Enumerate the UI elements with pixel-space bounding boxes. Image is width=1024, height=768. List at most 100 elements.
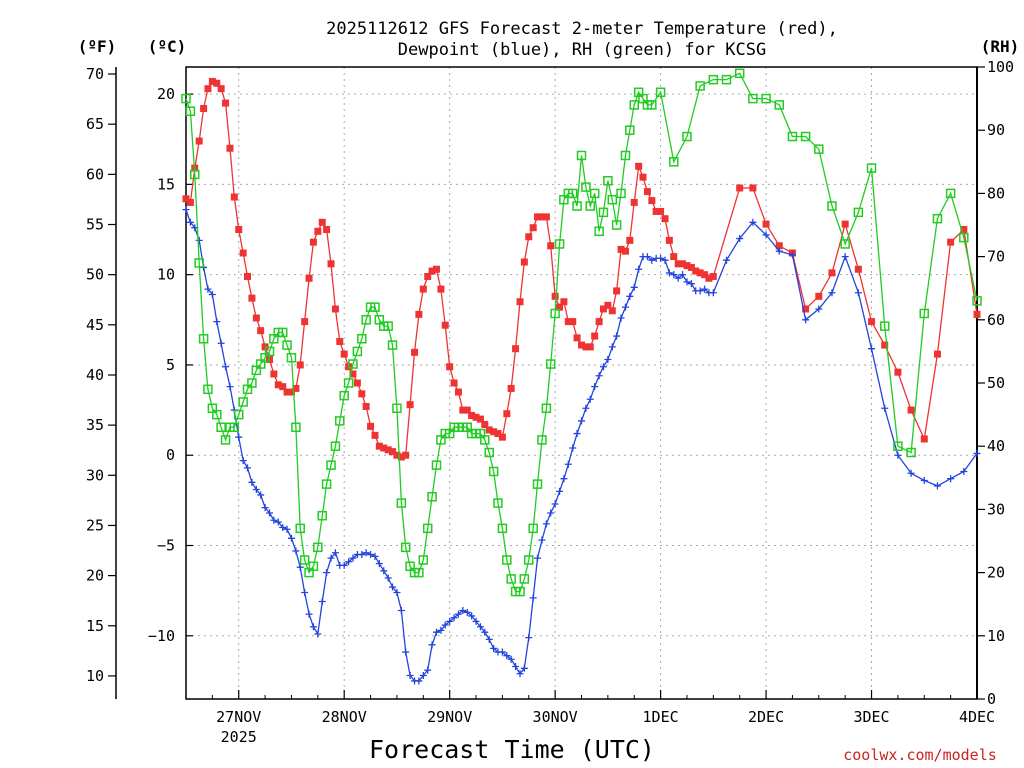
dewpoint-point	[933, 482, 941, 490]
temperature-point	[424, 272, 432, 280]
dewpoint-point	[920, 477, 928, 485]
dewpoint-point	[670, 271, 678, 279]
dewpoint-point	[314, 630, 322, 638]
dewpoint-point	[868, 345, 876, 353]
rh-point	[229, 422, 240, 432]
temperature-point	[375, 442, 383, 450]
rh-point	[414, 567, 424, 578]
dewpoint-point	[498, 648, 506, 656]
rh-point	[840, 239, 850, 249]
fahrenheit-tick-label: 15	[86, 617, 104, 635]
time-tick-label: 30NOV	[533, 708, 578, 726]
rh-point	[185, 106, 196, 116]
temperature-point	[314, 227, 322, 235]
series-layer	[181, 68, 982, 685]
temperature-point	[292, 384, 300, 392]
temperature-point	[973, 310, 981, 318]
dewpoint-point	[520, 664, 528, 672]
temperature-point	[556, 303, 564, 311]
rh-point	[800, 131, 811, 142]
temperature-point	[257, 327, 265, 335]
rh-point	[721, 74, 732, 85]
temperature-point	[230, 193, 238, 201]
dewpoint-point	[828, 289, 836, 297]
temperature-point	[490, 428, 498, 436]
temperature-point	[542, 213, 550, 221]
dewpoint-point	[243, 464, 251, 472]
temperature-point	[384, 446, 392, 454]
rh-point	[295, 523, 305, 534]
temperature-point	[274, 381, 282, 389]
temperature-point	[920, 435, 928, 443]
rh-tick-label: 80	[987, 184, 1005, 202]
rh-point	[669, 157, 679, 167]
temperature-point	[591, 332, 599, 340]
dewpoint-point	[635, 265, 643, 273]
temperature-point	[481, 421, 489, 429]
dewpoint-point	[406, 672, 414, 680]
fahrenheit-tick-label: 60	[86, 165, 104, 183]
rh-point	[343, 378, 354, 388]
rh-point	[607, 194, 618, 205]
temperature-point	[362, 402, 370, 410]
temperature-point	[468, 412, 476, 420]
rh-point	[317, 510, 328, 521]
temperature-point	[841, 220, 849, 228]
rh-point	[594, 226, 604, 237]
dewpoint-point	[397, 607, 405, 615]
dewpoint-point	[463, 608, 471, 616]
dewpoint-point	[617, 314, 625, 322]
temperature-point	[226, 144, 234, 152]
rh-point	[598, 207, 609, 218]
temperature-point	[705, 274, 713, 282]
rh-point	[264, 346, 275, 357]
dewpoint-point	[248, 478, 256, 486]
rh-point	[620, 150, 631, 161]
dewpoint-point	[613, 332, 621, 340]
temperature-point	[881, 341, 889, 349]
temperature-point	[371, 431, 379, 439]
time-tick-label: 3DEC	[853, 708, 889, 726]
temperature-point	[626, 236, 634, 244]
rh-point	[502, 555, 512, 565]
temperature-point	[463, 406, 471, 414]
rh-point	[919, 308, 930, 319]
temperature-point	[450, 379, 458, 387]
rh-point	[361, 315, 371, 325]
celsius-tick-label: 5	[166, 356, 175, 374]
dewpoint-point	[195, 236, 203, 244]
dewpoint-point	[564, 460, 572, 468]
dewpoint-point	[573, 430, 581, 438]
rh-point	[203, 384, 213, 395]
temperature-point	[331, 305, 339, 313]
fahrenheit-tick-label: 10	[86, 667, 104, 685]
temperature-point	[459, 406, 467, 414]
temperature-point	[389, 448, 397, 456]
temperature-point	[309, 238, 317, 246]
dewpoint-point	[621, 303, 629, 311]
rh-point	[585, 201, 596, 211]
dewpoint-point	[679, 271, 687, 279]
temperature-point	[701, 271, 709, 279]
dewpoint-point	[762, 231, 770, 239]
dewpoint-point	[551, 500, 559, 508]
temperature-point	[270, 370, 278, 378]
dewpoint-point	[569, 444, 577, 452]
dewpoint-point	[468, 612, 476, 620]
temperature-point	[336, 337, 344, 345]
rh-point	[893, 441, 903, 451]
temperature-point	[485, 426, 493, 434]
rh-point	[532, 479, 543, 489]
temperature-point	[564, 318, 572, 326]
temperature-point	[182, 195, 190, 203]
dewpoint-point	[560, 475, 568, 483]
dewpoint-point	[261, 504, 269, 512]
temperature-point	[775, 242, 783, 250]
time-tick-label: 2DEC	[748, 708, 784, 726]
fahrenheit-tick-label: 50	[86, 266, 104, 284]
time-tick-label: 27NOV	[216, 708, 261, 726]
temperature-point	[692, 267, 700, 275]
temperature-point	[665, 236, 673, 244]
dewpoint-point	[687, 280, 695, 288]
rh-point	[352, 346, 363, 357]
